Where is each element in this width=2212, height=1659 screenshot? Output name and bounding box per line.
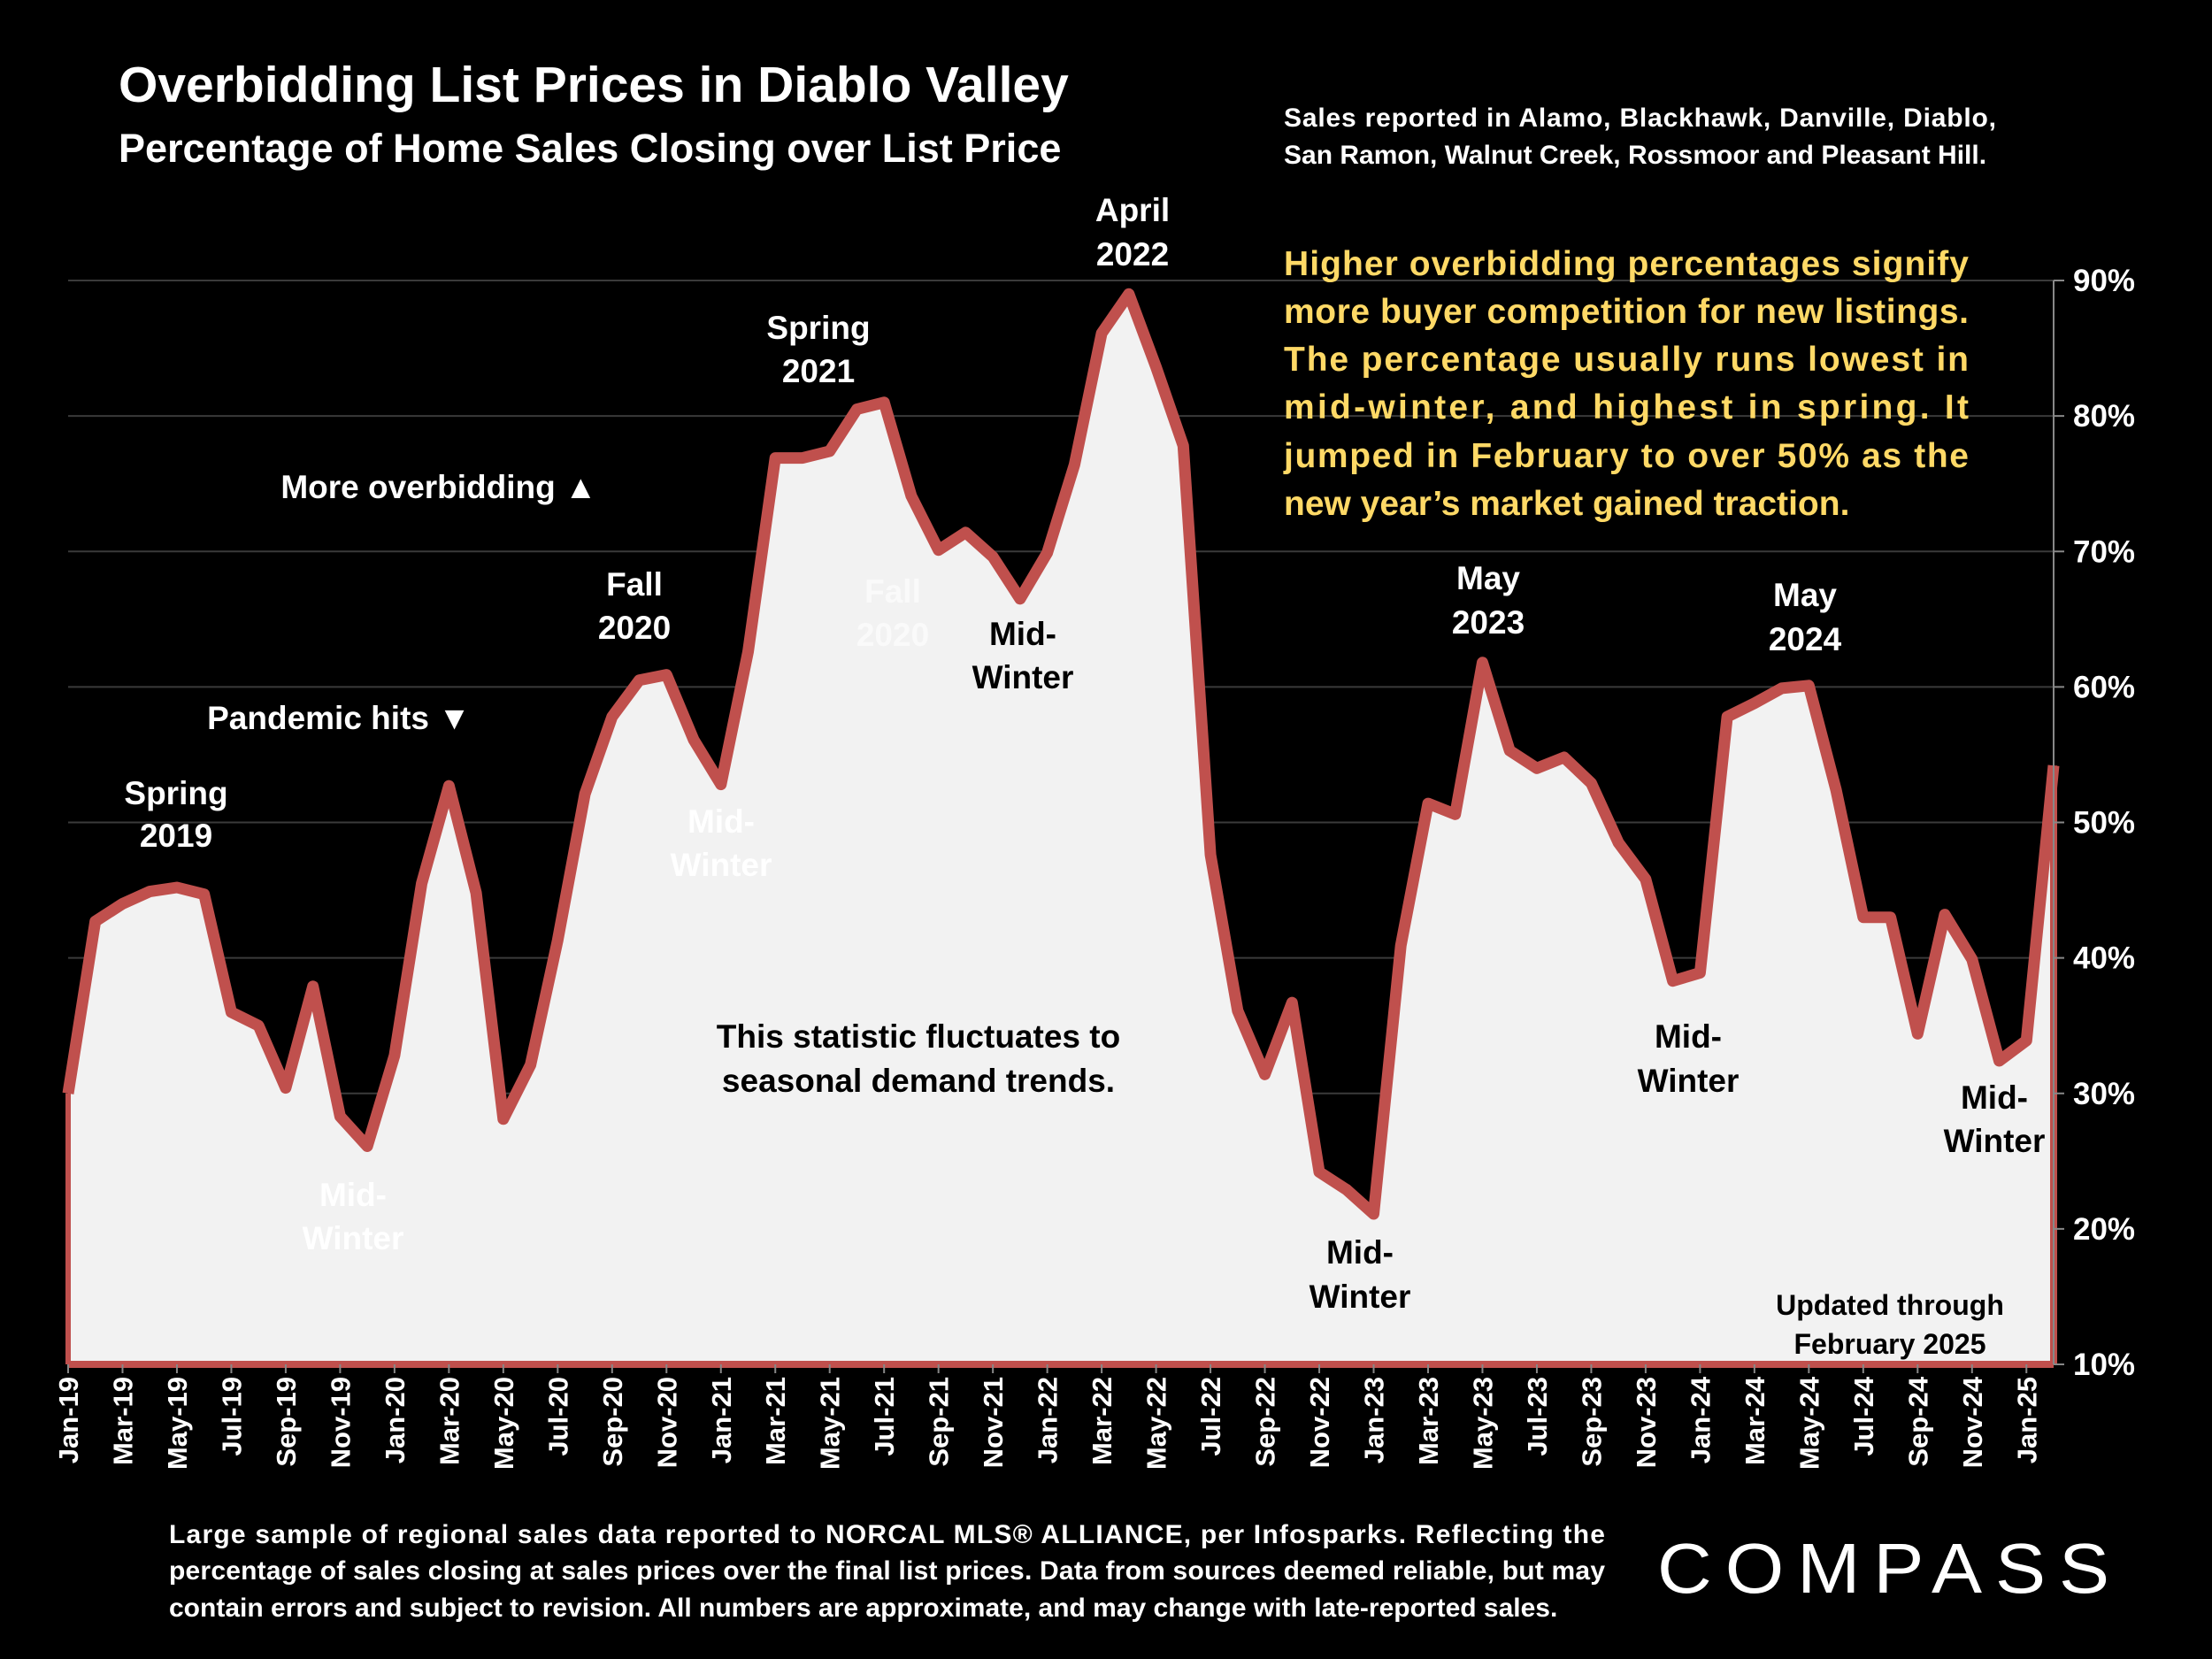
annotation-fall-2020-faint: Fall — [864, 573, 921, 610]
annotation-mid-winter: Mid- — [687, 803, 755, 840]
y-tick-label: 80% — [2073, 399, 2135, 434]
x-tick-label: Jan-23 — [1359, 1377, 1390, 1463]
annotation-may-2023: May — [1456, 560, 1520, 596]
x-tick-label: Nov-24 — [1957, 1376, 1988, 1468]
disclaimer-line: percentage of sales closing at sales pri… — [169, 1556, 1605, 1586]
x-tick-label: Mar-22 — [1087, 1377, 1118, 1465]
x-tick-label: Jan-25 — [2011, 1377, 2042, 1463]
annotation-may-2024: 2024 — [1769, 621, 1842, 657]
x-tick-label: Nov-22 — [1304, 1377, 1335, 1468]
x-tick-label: Mar-21 — [760, 1377, 791, 1465]
x-tick-label: May-23 — [1467, 1377, 1498, 1470]
x-tick-label: Jan-20 — [380, 1377, 411, 1463]
compass-logo: COMPASS — [1657, 1529, 2123, 1608]
x-tick-label: Jan-22 — [1033, 1377, 1064, 1463]
annotation-updated: February 2025 — [1793, 1328, 1985, 1360]
annotation-fluctuates: This statistic fluctuates to — [717, 1018, 1120, 1055]
x-tick-label: Nov-21 — [978, 1377, 1009, 1468]
x-tick-label: May-20 — [488, 1377, 519, 1470]
annotation-spring-2021: Spring — [766, 310, 870, 346]
annotation-mid-winter: Mid- — [319, 1177, 387, 1213]
annotation-may-2023: 2023 — [1452, 604, 1525, 641]
note-line: jumped in February to over 50% as the — [1283, 437, 1969, 475]
footer-disclaimer: Large sample of regional sales data repo… — [169, 1520, 1605, 1623]
annotation-mid-winter: Winter — [972, 659, 1074, 695]
annotation-more-overbidding: More overbidding ▲ — [280, 469, 596, 505]
y-tick-label: 30% — [2073, 1077, 2135, 1111]
area-fill — [68, 294, 2054, 1364]
y-tick-label: 40% — [2073, 941, 2135, 976]
x-tick-label: Jan-21 — [706, 1377, 737, 1463]
region-note-line: Sales reported in Alamo, Blackhawk, Danv… — [1284, 104, 1996, 133]
x-tick-label: May-19 — [162, 1377, 193, 1470]
annotation-pandemic: Pandemic hits ▼ — [207, 700, 471, 736]
annotation-mid-winter: Winter — [1310, 1279, 1411, 1315]
x-tick-label: Jul-22 — [1195, 1377, 1226, 1456]
annotation-april-2022: 2022 — [1096, 236, 1169, 273]
x-tick-label: May-21 — [815, 1377, 846, 1470]
annotation-mid-winter: Mid- — [1961, 1079, 2028, 1116]
x-tick-label: Sep-24 — [1902, 1376, 1933, 1466]
annotation-mid-winter: Mid- — [989, 616, 1056, 652]
annotation-spring-2019: Spring — [124, 775, 227, 811]
annotation-spring-2021: 2021 — [782, 353, 855, 389]
y-tick-label: 60% — [2073, 670, 2135, 704]
y-tick-label: 50% — [2073, 806, 2135, 841]
note-line: new year’s market gained traction. — [1284, 485, 1849, 523]
x-tick-label: Sep-23 — [1576, 1377, 1607, 1467]
annotation-spring-2019: 2019 — [140, 818, 212, 854]
chart-subtitle: Percentage of Home Sales Closing over Li… — [119, 126, 1061, 171]
annotation-mid-winter: Winter — [303, 1220, 404, 1256]
disclaimer-line: contain errors and subject to revision. … — [169, 1594, 1557, 1623]
x-tick-label: Sep-20 — [597, 1377, 628, 1467]
x-tick-label: Nov-20 — [651, 1377, 682, 1468]
x-tick-label: Jul-19 — [216, 1377, 247, 1456]
y-tick-label: 90% — [2073, 264, 2135, 298]
annotation-mid-winter: Winter — [1638, 1063, 1740, 1099]
series-line — [62, 288, 2060, 1220]
annotation-fluctuates: seasonal demand trends. — [722, 1063, 1115, 1099]
note-line: Higher overbidding percentages signify — [1284, 245, 1969, 283]
x-tick-label: Mar-20 — [434, 1377, 465, 1465]
y-tick-label: 10% — [2073, 1348, 2135, 1382]
y-axis-ticks: 10% 20% 30% 40% 50% 60% 70% 80% 90% — [2054, 264, 2135, 1382]
x-tick-label: Mar-23 — [1413, 1377, 1444, 1465]
disclaimer-line: Large sample of regional sales data repo… — [169, 1520, 1605, 1549]
explanation-note: Higher overbidding percentages signify m… — [1283, 245, 1969, 523]
annotation-mid-winter: Mid- — [1326, 1234, 1394, 1271]
annotation-may-2024: May — [1773, 577, 1837, 613]
x-tick-label: Jul-21 — [869, 1377, 900, 1456]
annotation-april-2022: April — [1095, 192, 1170, 228]
x-tick-label: Sep-22 — [1250, 1377, 1281, 1467]
x-tick-label: May-24 — [1793, 1376, 1824, 1470]
y-tick-label: 20% — [2073, 1212, 2135, 1247]
x-tick-label: Sep-21 — [924, 1377, 955, 1467]
annotation-updated: Updated through — [1776, 1289, 2004, 1321]
x-tick-label: Nov-19 — [325, 1377, 356, 1468]
annotation-mid-winter: Winter — [1944, 1123, 2046, 1159]
x-tick-label: Jul-23 — [1522, 1377, 1553, 1456]
annotation-mid-winter: Mid- — [1655, 1018, 1722, 1055]
note-line: more buyer competition for new listings. — [1284, 293, 1969, 331]
annotation-fall-2020: Fall — [606, 566, 663, 603]
x-tick-label: Jan-19 — [53, 1377, 84, 1463]
x-tick-label: Jul-24 — [1848, 1376, 1879, 1455]
note-line: The percentage usually runs lowest in — [1284, 341, 1969, 379]
x-tick-label: Mar-24 — [1740, 1376, 1770, 1465]
region-note-line: San Ramon, Walnut Creek, Rossmoor and Pl… — [1284, 141, 1986, 170]
x-tick-label: Jan-24 — [1685, 1376, 1716, 1463]
chart-title: Overbidding List Prices in Diablo Valley — [119, 57, 1069, 113]
annotation-fall-2020-faint: 2020 — [856, 617, 929, 653]
y-tick-label: 70% — [2073, 534, 2135, 569]
x-tick-label: Jul-20 — [542, 1377, 573, 1456]
x-tick-label: Nov-23 — [1631, 1377, 1662, 1468]
annotation-fall-2020: 2020 — [598, 610, 671, 646]
annotation-mid-winter: Winter — [671, 847, 772, 883]
x-tick-label: Sep-19 — [271, 1377, 302, 1467]
x-axis-ticks: Jan-19 Mar-19 May-19 Jul-19 Sep-19 Nov-19 Jan-… — [53, 1364, 2042, 1470]
x-tick-label: Mar-19 — [107, 1377, 138, 1465]
x-tick-label: May-22 — [1141, 1377, 1172, 1470]
annotations: Spring 2019 Pandemic hits ▼ More overbid… — [124, 192, 2045, 1360]
